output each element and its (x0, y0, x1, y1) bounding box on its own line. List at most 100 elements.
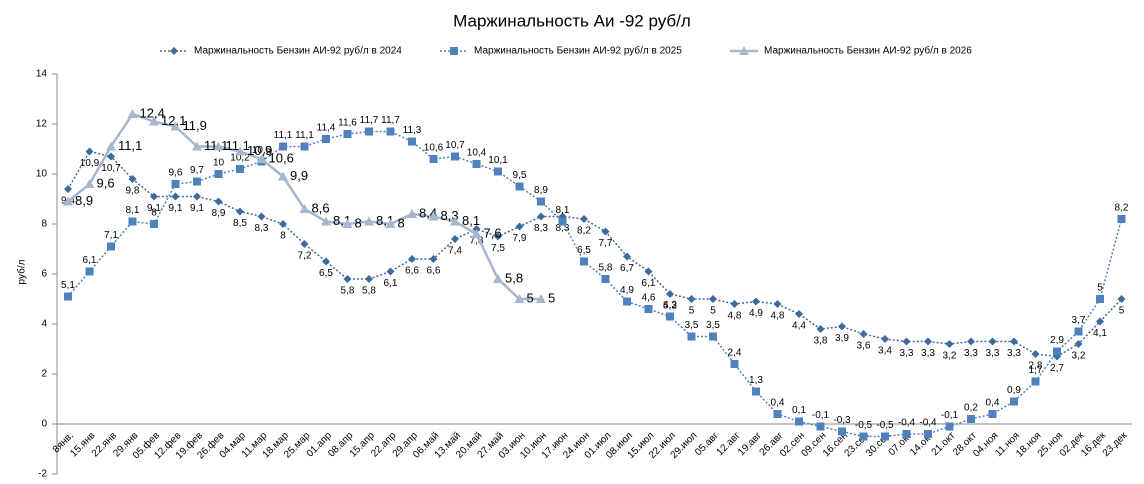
data-point (773, 300, 782, 308)
y-tick-label: 14 (36, 69, 48, 80)
legend-label: Маржинальность Бензин АИ-92 руб/л в 2025 (474, 45, 682, 57)
data-label: 5 (710, 306, 716, 317)
data-label: 7,8 (470, 236, 484, 247)
data-label: 11,1 (118, 138, 142, 153)
data-point (558, 217, 567, 226)
data-point (752, 297, 760, 306)
data-point (429, 155, 438, 163)
data-label: 10,6 (424, 143, 444, 154)
data-point (1117, 295, 1126, 303)
data-label: 3,3 (986, 348, 1000, 359)
y-tick-label: 10 (36, 169, 48, 180)
data-label: 8,2 (577, 226, 591, 237)
data-label: 4,1 (1093, 328, 1107, 339)
data-point (84, 179, 95, 188)
data-label: 5 (1097, 283, 1103, 294)
y-tick-label: 6 (41, 269, 47, 280)
data-label: 5 (548, 290, 555, 305)
data-point (623, 297, 631, 306)
data-label: 1,3 (749, 375, 763, 386)
data-point (450, 216, 460, 226)
data-point (214, 170, 223, 178)
y-tick-label: 4 (41, 319, 47, 330)
data-point (451, 235, 459, 243)
data-label: -0,4 (919, 418, 937, 429)
data-label: 1,7 (1029, 365, 1043, 376)
data-label: 9,6 (169, 168, 183, 179)
legend-marker (739, 46, 749, 55)
data-point (1096, 295, 1104, 303)
data-point (709, 295, 717, 303)
data-point (107, 152, 115, 161)
data-label: 10,7 (101, 163, 121, 174)
data-label: 4,9 (749, 308, 763, 319)
data-point (902, 430, 911, 438)
data-label: 3,2 (1072, 351, 1086, 362)
y-tick-label: 0 (41, 419, 47, 430)
data-point (1074, 340, 1083, 348)
data-point (515, 222, 524, 231)
data-point (1010, 337, 1018, 346)
data-point (1074, 327, 1083, 336)
data-label: 8 (151, 208, 157, 219)
data-point (838, 427, 846, 436)
data-point (945, 422, 954, 431)
data-point (988, 337, 997, 346)
data-point (537, 197, 545, 206)
data-label: 8,6 (312, 200, 330, 215)
data-point (322, 257, 330, 266)
data-point (687, 295, 696, 303)
data-label: 2,9 (1050, 335, 1064, 346)
data-label: 11,7 (381, 115, 400, 126)
data-label: 5,8 (341, 286, 355, 297)
data-point (386, 267, 395, 276)
data-point (322, 135, 330, 143)
data-point (192, 141, 202, 151)
data-point (85, 267, 94, 276)
data-point (451, 152, 459, 161)
data-label: 11,3 (403, 125, 422, 136)
data-point (536, 294, 546, 303)
data-point (64, 185, 72, 193)
data-label: 8 (355, 215, 362, 230)
y-axis-label: руб/л (16, 259, 28, 284)
data-point (343, 275, 352, 283)
data-label: 8,5 (233, 218, 247, 229)
data-point (170, 121, 181, 131)
data-point (365, 127, 373, 136)
data-point (601, 227, 610, 236)
data-point (967, 415, 975, 423)
data-label: 10,9 (247, 143, 272, 158)
data-point (795, 310, 803, 318)
data-label: -0,1 (941, 410, 959, 421)
data-point (408, 137, 416, 146)
data-point (149, 116, 159, 126)
data-point (514, 294, 525, 303)
data-point (1096, 317, 1104, 326)
data-label: 8 (280, 231, 286, 242)
data-label: 8,1 (556, 205, 570, 216)
data-point (107, 242, 115, 251)
data-point (537, 212, 545, 221)
data-point (1053, 347, 1061, 356)
series-line (67, 130, 1123, 438)
data-point (494, 232, 502, 241)
data-label: 11,6 (338, 118, 357, 129)
data-label: 4,9 (620, 285, 634, 296)
data-label: 3,5 (685, 320, 699, 331)
data-point (988, 410, 997, 418)
data-point (407, 209, 417, 218)
data-point (838, 322, 846, 331)
data-point (193, 177, 201, 186)
data-point (85, 147, 94, 156)
data-label: 10 (213, 158, 225, 169)
data-label: 9,1 (169, 203, 183, 214)
data-label: 3,7 (1072, 315, 1086, 326)
data-point (945, 340, 954, 348)
data-point (666, 290, 674, 298)
data-label: 7,5 (491, 243, 505, 254)
data-point (428, 211, 439, 221)
data-point (150, 220, 158, 228)
data-label: 3,8 (814, 336, 828, 347)
